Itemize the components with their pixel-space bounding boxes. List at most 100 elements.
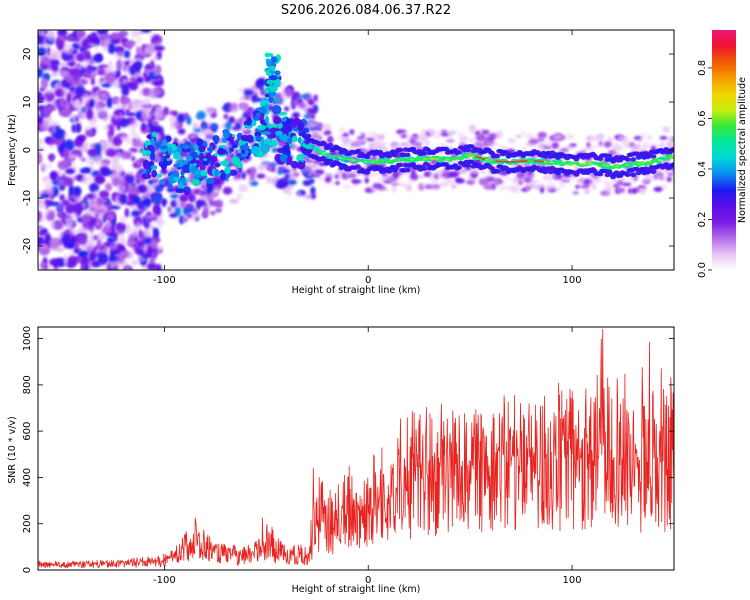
heatmap-cell bbox=[529, 135, 536, 140]
heatmap-cell bbox=[511, 178, 518, 184]
heatmap-cell bbox=[147, 262, 157, 270]
heatmap-cell bbox=[273, 116, 282, 125]
heatmap-cell bbox=[137, 184, 148, 194]
heatmap-cell bbox=[326, 137, 334, 144]
heatmap-cell bbox=[49, 258, 61, 267]
heatmap-cell bbox=[85, 198, 97, 204]
heatmap-cell bbox=[401, 134, 407, 138]
heatmap-cell bbox=[404, 143, 411, 149]
spectrogram-heatmap bbox=[38, 30, 674, 270]
heatmap-cell bbox=[569, 163, 574, 166]
heatmap-cell bbox=[135, 111, 142, 120]
heatmap-cell bbox=[99, 140, 109, 149]
heatmap-cell bbox=[231, 144, 238, 149]
heatmap-cell bbox=[196, 110, 206, 120]
heatmap-cell bbox=[528, 139, 539, 144]
heatmap-cell bbox=[393, 159, 398, 162]
heatmap-cell bbox=[190, 164, 197, 174]
heatmap-cell bbox=[93, 104, 103, 112]
heatmap-cell bbox=[572, 163, 577, 166]
heatmap-cell bbox=[182, 144, 191, 149]
heatmap-cell bbox=[132, 140, 142, 148]
heatmap-cell bbox=[168, 175, 178, 184]
heatmap-cell bbox=[576, 163, 581, 166]
heatmap-cell bbox=[517, 160, 522, 163]
heatmap-cell bbox=[293, 172, 300, 177]
heatmap-cell bbox=[515, 134, 522, 139]
heatmap-cell bbox=[65, 168, 75, 175]
heatmap-cell bbox=[537, 160, 542, 163]
heatmap-cell bbox=[73, 247, 80, 254]
heatmap-cell bbox=[641, 162, 646, 165]
heatmap-cell bbox=[179, 193, 189, 203]
heatmap-cell bbox=[123, 103, 134, 109]
heatmap-cell bbox=[172, 151, 182, 160]
heatmap-cell bbox=[203, 208, 208, 217]
heatmap-cell bbox=[198, 152, 204, 161]
heatmap-cell bbox=[206, 152, 212, 160]
heatmap-cell bbox=[95, 217, 101, 227]
heatmap-cell bbox=[150, 88, 163, 96]
heatmap-cell bbox=[191, 213, 202, 218]
heatmap-cell bbox=[645, 175, 655, 182]
heatmap-cell bbox=[131, 210, 141, 217]
heatmap-cell bbox=[640, 132, 646, 140]
heatmap-cell bbox=[342, 132, 349, 138]
heatmap-cell bbox=[359, 132, 365, 136]
heatmap-cell bbox=[170, 193, 179, 199]
heatmap-cell bbox=[413, 158, 418, 161]
heatmap-cell bbox=[340, 142, 350, 148]
heatmap-cell bbox=[95, 209, 108, 214]
heatmap-cell bbox=[58, 70, 70, 77]
heatmap-cell bbox=[103, 125, 109, 132]
heatmap-cell bbox=[266, 176, 272, 184]
heatmap-cell bbox=[416, 158, 421, 161]
heatmap-cell bbox=[654, 160, 659, 163]
heatmap-cell bbox=[597, 172, 604, 177]
heatmap-cell bbox=[186, 155, 193, 161]
heatmap-cell bbox=[115, 61, 123, 70]
heatmap-cell bbox=[154, 193, 162, 204]
heatmap-cell bbox=[151, 120, 159, 126]
heatmap-cell bbox=[540, 160, 545, 163]
heatmap-cell bbox=[364, 177, 369, 184]
heatmap-cell bbox=[606, 169, 613, 174]
heatmap-cell bbox=[310, 186, 316, 195]
heatmap-cell bbox=[200, 170, 208, 177]
heatmap-cell bbox=[198, 145, 206, 153]
heatmap-cell bbox=[144, 221, 150, 229]
heatmap-cell bbox=[488, 160, 493, 162]
heatmap-cell bbox=[323, 123, 332, 131]
heatmap-cell bbox=[169, 213, 178, 218]
heatmap-cell bbox=[264, 115, 269, 124]
heatmap-cell bbox=[115, 151, 123, 160]
snr-x-tick-label: -100 bbox=[153, 575, 176, 586]
heatmap-cell bbox=[257, 124, 266, 131]
heatmap-cell bbox=[663, 162, 670, 167]
heatmap-cell bbox=[448, 172, 456, 177]
heatmap-cell bbox=[152, 205, 158, 215]
heatmap-cell bbox=[40, 261, 46, 270]
heatmap-cell bbox=[81, 175, 93, 185]
heatmap-cell bbox=[56, 178, 65, 187]
heatmap-cell bbox=[120, 177, 125, 186]
heatmap-cell bbox=[46, 264, 54, 270]
heatmap-cell bbox=[538, 143, 547, 149]
heatmap-cell bbox=[396, 159, 401, 162]
heatmap-cell bbox=[303, 114, 312, 119]
heatmap-cell bbox=[334, 156, 339, 158]
heatmap-cell bbox=[42, 106, 51, 117]
heatmap-cell bbox=[239, 96, 245, 102]
heatmap-cell bbox=[95, 248, 101, 255]
heatmap-cell bbox=[310, 113, 316, 120]
heatmap-cell bbox=[125, 223, 131, 234]
heatmap-cell bbox=[271, 105, 282, 115]
heatmap-cell bbox=[127, 170, 136, 176]
heatmap-cell bbox=[59, 97, 66, 109]
heatmap-cell bbox=[439, 158, 444, 161]
heatmap-cell bbox=[72, 202, 83, 215]
heatmap-cell bbox=[367, 161, 372, 163]
heatmap-cell bbox=[621, 182, 632, 187]
heatmap-cell bbox=[599, 164, 603, 166]
